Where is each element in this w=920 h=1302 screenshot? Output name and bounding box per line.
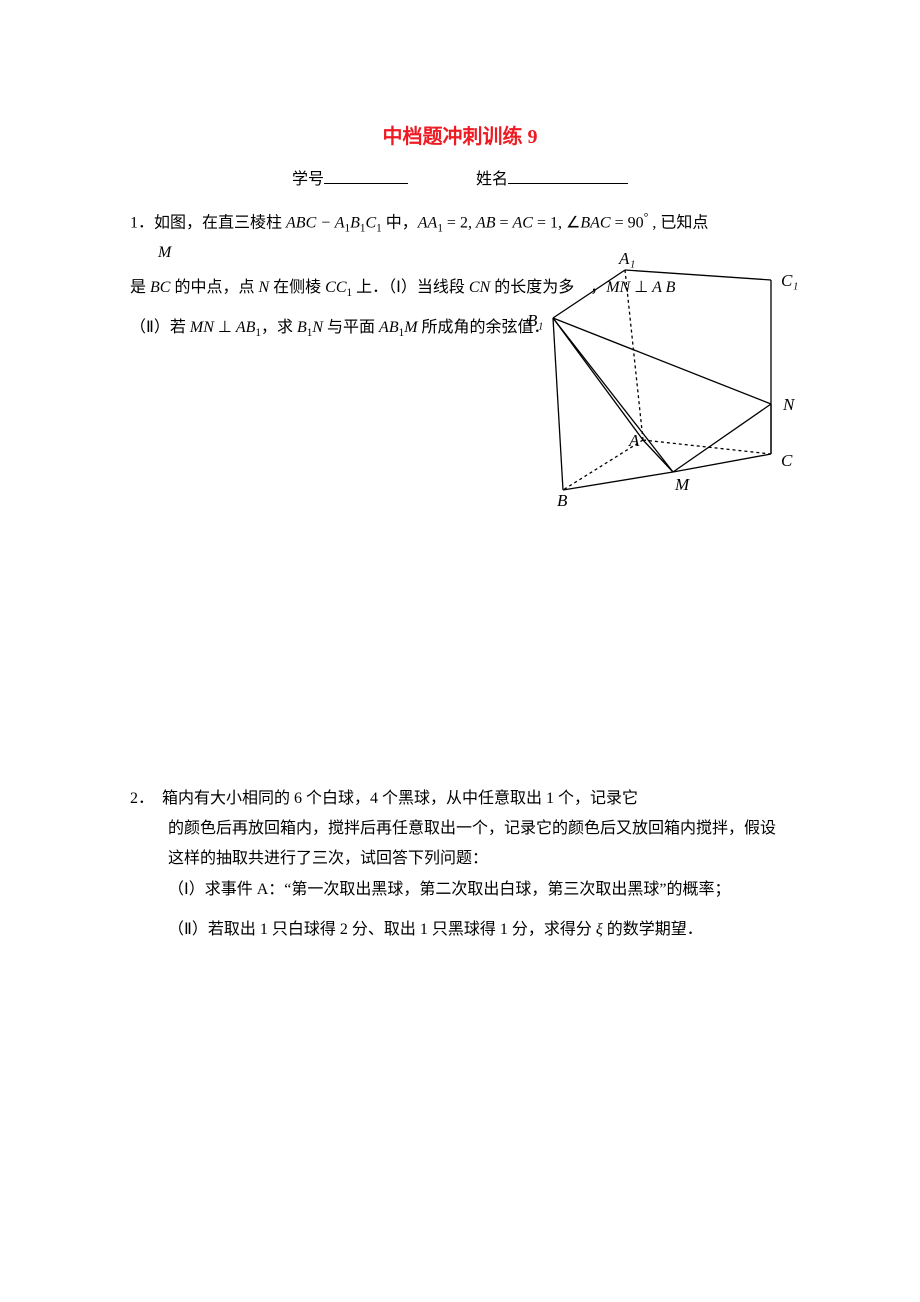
svg-text:A₁: A₁ bbox=[618, 250, 635, 268]
q1-AC: AC bbox=[513, 214, 533, 231]
q1-l3c: 与平面 bbox=[323, 319, 379, 336]
q1-eq1: = 2, bbox=[443, 214, 476, 231]
q1-introa: 如图，在直三棱柱 bbox=[154, 214, 286, 231]
svg-text:B: B bbox=[557, 491, 568, 510]
q1-l2b: 的中点，点 bbox=[170, 279, 258, 296]
q1-eq4: = 90 bbox=[611, 214, 644, 231]
q1-CC: CC bbox=[325, 279, 346, 296]
q2-p2b: 的数学期望． bbox=[603, 921, 703, 938]
q1-l2a: 是 bbox=[130, 279, 150, 296]
q1-l2c: 在侧棱 bbox=[269, 279, 325, 296]
q2-xi: ξ bbox=[596, 921, 603, 938]
svg-text:C₁: C₁ bbox=[781, 271, 798, 290]
q1-AB: AB bbox=[476, 214, 496, 231]
svg-text:N: N bbox=[782, 395, 796, 414]
prism-diagram: A₁ B₁ C₁ A B C M N bbox=[515, 250, 805, 510]
q1-pm: B bbox=[350, 214, 360, 231]
q2: 2． 箱内有大小相同的 6 个白球，4 个黑球，从中任意取出 1 个，记录它 的… bbox=[130, 784, 790, 944]
q1-eq3: = 1, ∠ bbox=[533, 214, 580, 231]
q1-perp2: ⊥ bbox=[214, 319, 236, 336]
q1-Mvar: M bbox=[158, 244, 171, 261]
svg-text:B₁: B₁ bbox=[527, 311, 543, 330]
q1-prism: ABC − A bbox=[286, 214, 345, 231]
q1-BAC: BAC bbox=[580, 214, 610, 231]
studentno-label: 学号 bbox=[292, 171, 324, 188]
q1-BC: BC bbox=[150, 279, 170, 296]
q1-tail: , 已知点 bbox=[648, 214, 708, 231]
q1-B1Ne: N bbox=[312, 319, 323, 336]
svg-text:M: M bbox=[674, 475, 690, 494]
q1-pe: C bbox=[366, 214, 377, 231]
q2-p2a: （Ⅱ）若取出 1 只白球得 2 分、取出 1 只黑球得 1 分，求得分 bbox=[168, 921, 596, 938]
q1-AB1: AB bbox=[236, 319, 256, 336]
q1-AB1M: AB bbox=[379, 319, 399, 336]
q1-l3b: ，求 bbox=[261, 319, 297, 336]
q1-l3a: （Ⅱ）若 bbox=[130, 319, 190, 336]
q2-part2: （Ⅱ）若取出 1 只白球得 2 分、取出 1 只黑球得 1 分，求得分 ξ 的数… bbox=[130, 915, 790, 945]
name-label: 姓名 bbox=[476, 171, 508, 188]
q1-eq2: = bbox=[496, 214, 513, 231]
q2-body1-head: 箱内有大小相同的 6 个白球，4 个黑球，从中任意取出 1 个，记录它 bbox=[146, 790, 638, 807]
q1-B1N: B bbox=[297, 319, 307, 336]
studentno-blank bbox=[324, 167, 408, 184]
page-title: 中档题冲刺训练 9 bbox=[130, 120, 790, 149]
q2-body1-rest: 的颜色后再放回箱内，搅拌后再任意取出一个，记录它的颜色后又放回箱内搅拌，假设这样… bbox=[130, 814, 790, 873]
name-blank bbox=[508, 167, 628, 184]
q2-num: 2． bbox=[130, 790, 146, 807]
q1-introb: 中， bbox=[382, 214, 418, 231]
q1-MN2: MN bbox=[190, 319, 214, 336]
q1-l2d: 上．（Ⅰ）当线段 bbox=[352, 279, 469, 296]
q1-line1: 1．如图，在直三棱柱 ABC − A1B1C1 中，AA1 = 2, AB = … bbox=[130, 207, 790, 239]
q1-num: 1． bbox=[130, 214, 154, 231]
meta-line: 学号 姓名 bbox=[130, 165, 790, 189]
q1-AB1Me: M bbox=[404, 319, 417, 336]
q1-CN: CN bbox=[469, 279, 490, 296]
q1-AA: AA bbox=[418, 214, 438, 231]
q2-part1: （Ⅰ）求事件 A：“第一次取出黑球，第二次取出白球，第三次取出黑球”的概率； bbox=[130, 875, 790, 905]
svg-text:C: C bbox=[781, 451, 793, 470]
q1-N: N bbox=[258, 279, 269, 296]
svg-text:A: A bbox=[628, 431, 640, 450]
